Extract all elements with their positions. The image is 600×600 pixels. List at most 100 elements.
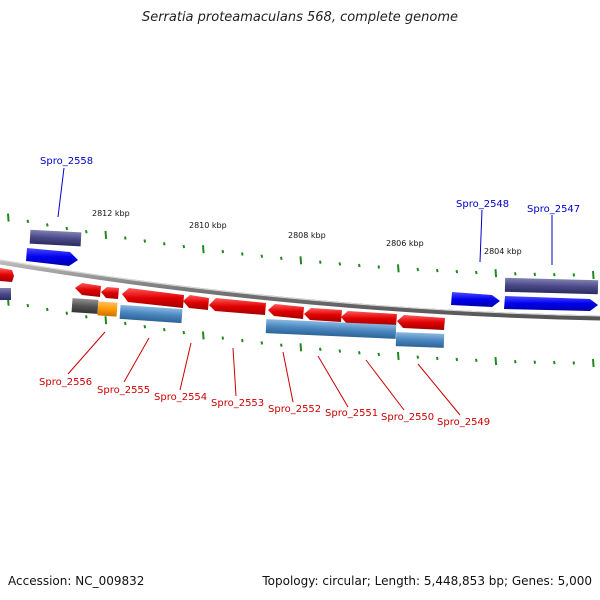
minor-tick: [46, 223, 49, 227]
cds-feature-spro-2550[interactable]: [395, 332, 445, 348]
gene-spro-2553[interactable]: [183, 295, 209, 310]
gene-spro-2551[interactable]: [304, 308, 342, 322]
minor-tick: [436, 356, 439, 361]
minor-tick: [533, 360, 537, 364]
major-tick: [299, 343, 303, 352]
gene-spro-2556-b[interactable]: [101, 287, 119, 299]
gene-label-bottom[interactable]: Spro_2551: [325, 408, 378, 419]
major-tick: [592, 358, 595, 368]
minor-tick: [436, 268, 439, 273]
scale-label: 2810 kbp: [189, 221, 227, 230]
pseudo-feature[interactable]: [71, 298, 99, 314]
minor-tick: [572, 361, 576, 365]
gene-spro-2554[interactable]: [122, 288, 184, 308]
gene-label-bottom[interactable]: Spro_2549: [437, 417, 490, 428]
minor-tick: [26, 303, 30, 308]
minor-tick: [46, 307, 49, 312]
label-leader-lines: [57, 167, 553, 416]
minor-tick: [85, 315, 88, 319]
cds-feature-spro-2547[interactable]: [504, 277, 599, 295]
gene-spro-2553-b[interactable]: [209, 298, 266, 315]
gene-label-bottom[interactable]: Spro_2556: [39, 377, 92, 388]
major-tick: [299, 256, 303, 265]
genome-backbone: [0, 259, 600, 321]
cds-feature-spro-2552[interactable]: [265, 319, 397, 339]
major-tick: [202, 245, 205, 254]
gene-label-bottom[interactable]: Spro_2552: [268, 404, 321, 415]
minor-tick: [377, 352, 381, 357]
scale-label: 2812 kbp: [92, 209, 130, 218]
major-tick: [397, 264, 400, 273]
gene-spro-2552[interactable]: [268, 304, 304, 319]
minor-tick: [163, 328, 166, 332]
gene-spro-2556[interactable]: [75, 283, 101, 297]
minor-tick: [358, 263, 361, 268]
minor-tick: [514, 360, 517, 364]
gene-labels: Spro_2558 Spro_2548 Spro_2547 Spro_2556 …: [39, 156, 580, 428]
minor-tick: [455, 269, 459, 274]
minor-tick: [416, 267, 420, 272]
minor-tick: [338, 262, 342, 266]
minor-tick: [358, 351, 361, 355]
minor-tick: [319, 347, 322, 351]
accession-label: Accession: NC_009832: [8, 574, 145, 588]
minor-tick: [319, 260, 322, 264]
cds-feature-spro-2558[interactable]: [29, 229, 82, 247]
major-tick: [494, 269, 498, 278]
scale-labels: 2812 kbp 2810 kbp 2808 kbp 2806 kbp 2804…: [92, 209, 522, 256]
minor-tick: [475, 270, 478, 275]
gene-label-top[interactable]: Spro_2547: [527, 204, 580, 215]
minor-tick: [124, 236, 127, 240]
gene-spro-2558[interactable]: [26, 248, 78, 266]
minor-tick: [280, 343, 283, 347]
gene-spro-2550[interactable]: [341, 311, 397, 326]
minor-tick: [280, 256, 283, 260]
minor-tick: [572, 273, 576, 277]
scale-label: 2808 kbp: [288, 231, 326, 240]
minor-tick: [514, 272, 517, 276]
minor-tick: [221, 249, 225, 254]
scale-label: 2806 kbp: [386, 239, 424, 248]
major-tick: [592, 270, 595, 280]
minor-tick: [124, 321, 127, 326]
minor-tick: [260, 254, 264, 258]
gene-label-top[interactable]: Spro_2558: [40, 156, 93, 167]
minor-tick: [475, 358, 478, 362]
cds-feature[interactable]: [0, 288, 11, 300]
minor-tick: [143, 239, 147, 243]
gene-spro-2549[interactable]: [397, 315, 445, 330]
major-tick: [104, 316, 108, 325]
minor-tick: [455, 357, 459, 362]
gene-spro-2547[interactable]: [504, 296, 598, 311]
minor-tick: [377, 265, 381, 269]
minor-tick: [65, 311, 69, 315]
minor-tick: [241, 252, 244, 256]
gene-label-bottom[interactable]: Spro_2553: [211, 398, 264, 409]
gene-label-bottom[interactable]: Spro_2555: [97, 385, 150, 396]
minor-tick: [143, 325, 147, 329]
gene-label-bottom[interactable]: Spro_2554: [154, 392, 207, 403]
minor-tick: [533, 272, 537, 276]
gene-feature[interactable]: [0, 268, 14, 282]
major-tick: [104, 230, 108, 239]
orange-feature[interactable]: [97, 301, 118, 317]
major-tick: [397, 351, 400, 360]
gene-spro-2548[interactable]: [451, 292, 500, 307]
major-tick: [494, 357, 498, 366]
major-tick: [7, 213, 10, 222]
genome-summary: Topology: circular; Length: 5,448,853 bp…: [262, 574, 592, 588]
gene-label-top[interactable]: Spro_2548: [456, 199, 509, 210]
minor-tick: [182, 330, 186, 335]
cds-feature-spro-2555[interactable]: [119, 304, 183, 324]
gene-label-bottom[interactable]: Spro_2550: [381, 412, 434, 423]
minor-tick: [221, 336, 225, 340]
scale-ticks: [7, 213, 595, 368]
minor-tick: [553, 273, 556, 277]
minor-tick: [553, 360, 556, 365]
minor-tick: [416, 355, 420, 359]
scale-label: 2804 kbp: [484, 247, 522, 256]
minor-tick: [85, 230, 88, 234]
minor-tick: [65, 226, 69, 231]
